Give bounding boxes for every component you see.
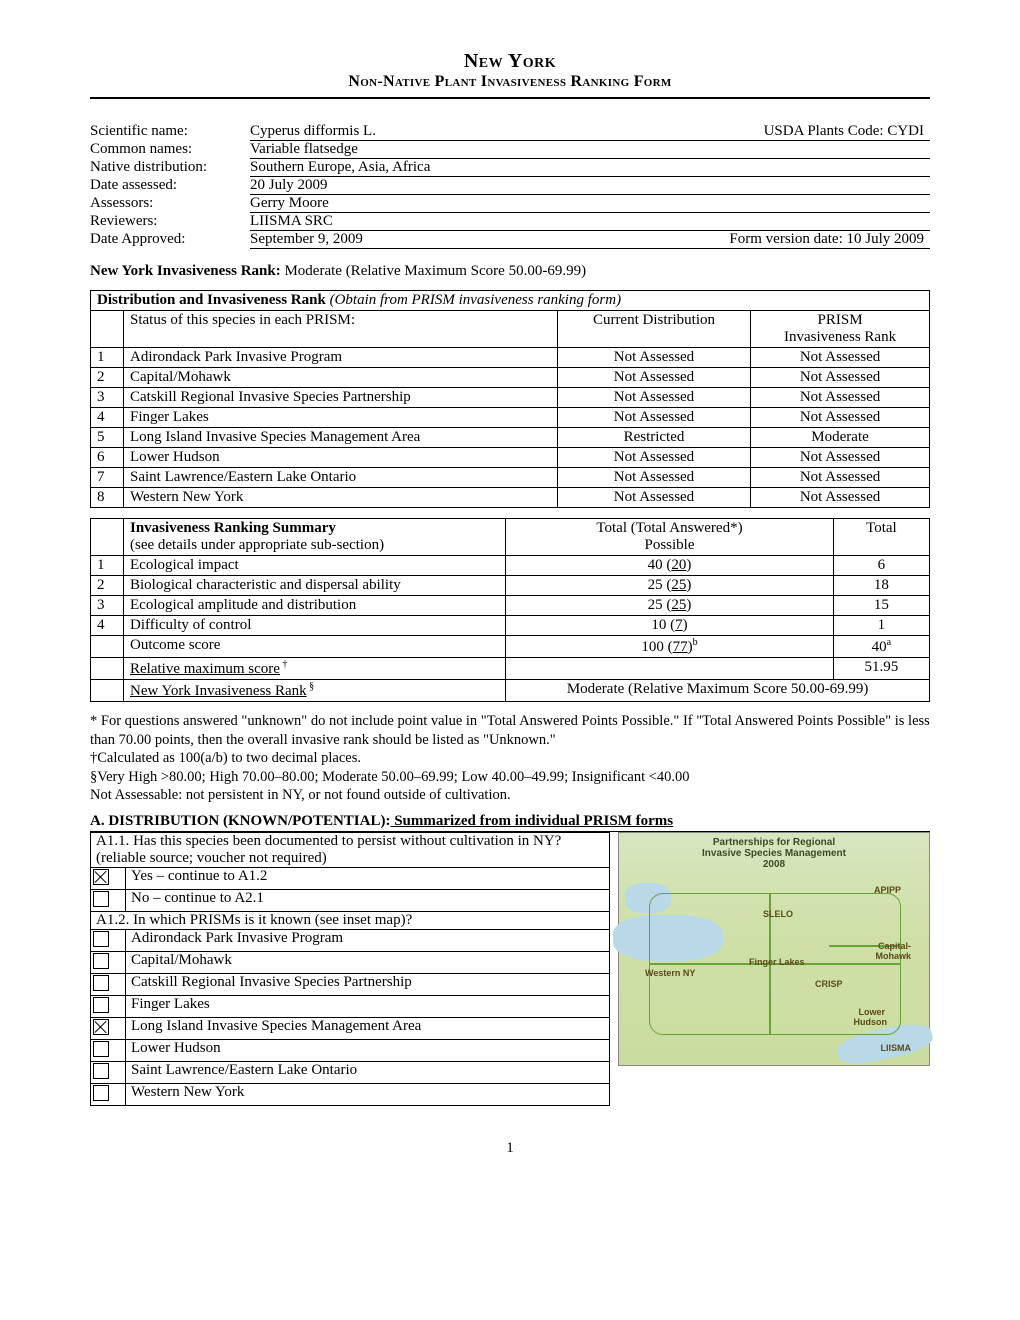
map-label-lower: Lower: [858, 1007, 885, 1017]
table-row: 2Capital/MohawkNot AssessedNot Assessed: [91, 368, 930, 388]
hdr-label: Date Approved:: [90, 231, 250, 249]
table-row: 1Ecological impact40 (20)6: [91, 556, 930, 576]
table1-title: Distribution and Invasiveness Rank: [97, 292, 326, 308]
hdr-label: Native distribution:: [90, 159, 250, 177]
table-row: 4Difficulty of control10 (7)1: [91, 616, 930, 636]
header-block: Scientific name:Cyperus difformis L.USDA…: [90, 123, 930, 249]
table-row: 4Finger LakesNot AssessedNot Assessed: [91, 408, 930, 428]
prism-option: Adirondack Park Invasive Program: [126, 929, 610, 951]
hdr-label: Reviewers:: [90, 213, 250, 231]
page-title-line1: New York: [90, 50, 930, 73]
question-a11-table: A1.1. Has this species been documented t…: [90, 832, 610, 1106]
footnote-line: §Very High >80.00; High 70.00‒80.00; Mod…: [90, 768, 930, 787]
checkbox-icon: [93, 931, 109, 947]
footnote-line: Not Assessable: not persistent in NY, or…: [90, 786, 930, 805]
checkbox-icon: [93, 997, 109, 1013]
map-label-liisma: LIISMA: [881, 1043, 912, 1053]
map-label-mohawk: Mohawk: [875, 951, 911, 961]
hdr-value: Gerry Moore: [250, 195, 930, 213]
map-label-crisp: CRISP: [815, 979, 843, 989]
title-rule: [90, 97, 930, 99]
q-a12-text: A1.2. In which PRISMs is it known (see i…: [91, 911, 610, 929]
map-title: Partnerships for RegionalInvasive Specie…: [619, 837, 929, 870]
q-a11-text: A1.1. Has this species been documented t…: [91, 832, 610, 867]
nyrank-row: New York Invasiveness Rank §Moderate (Re…: [91, 680, 930, 702]
table-row: 1Adirondack Park Invasive ProgramNot Ass…: [91, 348, 930, 368]
hdr-label: Assessors:: [90, 195, 250, 213]
hdr-value: LIISMA SRC: [250, 213, 930, 231]
table-row: 6Lower HudsonNot AssessedNot Assessed: [91, 448, 930, 468]
hdr-label: Common names:: [90, 141, 250, 159]
checkbox-icon: [93, 1041, 109, 1057]
footnotes: * For questions answered "unknown" do no…: [90, 712, 930, 805]
table-row: 7Saint Lawrence/Eastern Lake OntarioNot …: [91, 468, 930, 488]
checkbox-checked-icon: [93, 1019, 109, 1035]
checkbox-icon: [93, 1063, 109, 1079]
table2-subtitle: (see details under appropriate sub-secti…: [130, 537, 384, 553]
checkbox-icon: [93, 975, 109, 991]
footnote-line: * For questions answered "unknown" do no…: [90, 712, 930, 749]
outcome-row: Outcome score100 (77)b40a: [91, 636, 930, 658]
table-row: 2Biological characteristic and dispersal…: [91, 576, 930, 596]
map-label-finger: Finger Lakes: [749, 957, 805, 967]
prism-option: Capital/Mohawk: [126, 951, 610, 973]
opt-no: No – continue to A2.1: [126, 889, 610, 911]
opt-yes: Yes – continue to A1.2: [126, 867, 610, 889]
table-row: 3Catskill Regional Invasive Species Part…: [91, 388, 930, 408]
prism-option: Saint Lawrence/Eastern Lake Ontario: [126, 1061, 610, 1083]
ranking-summary-table: Invasiveness Ranking Summary(see details…: [90, 518, 930, 702]
hdr-value: September 9, 2009Form version date: 10 J…: [250, 231, 930, 249]
section-a-heading: A. DISTRIBUTION (KNOWN/POTENTIAL): Summa…: [90, 813, 930, 832]
map-label-hudson: Hudson: [854, 1017, 888, 1027]
page-number: 1: [90, 1140, 930, 1157]
table2-title: Invasiveness Ranking Summary: [130, 520, 336, 536]
table-row: 3Ecological amplitude and distribution25…: [91, 596, 930, 616]
hdr-value: Variable flatsedge: [250, 141, 930, 159]
distribution-table: Distribution and Invasiveness Rank (Obta…: [90, 290, 930, 508]
col-status: Status of this species in each PRISM:: [124, 311, 558, 348]
hdr-value: 20 July 2009: [250, 177, 930, 195]
col-prism-rank: PRISMInvasiveness Rank: [751, 311, 930, 348]
prism-map: Partnerships for RegionalInvasive Specie…: [618, 832, 930, 1066]
ny-rank-value: Moderate (Relative Maximum Score 50.00-6…: [281, 263, 586, 279]
prism-option: Western New York: [126, 1083, 610, 1105]
prism-option: Long Island Invasive Species Management …: [126, 1017, 610, 1039]
col-current-dist: Current Distribution: [557, 311, 750, 348]
map-label-capital: Capital-: [878, 941, 911, 951]
page-title-line2: Non-Native Plant Invasiveness Ranking Fo…: [90, 73, 930, 91]
map-label-western: Western NY: [645, 968, 695, 978]
footnote-line: †Calculated as 100(a/b) to two decimal p…: [90, 749, 930, 768]
checkbox-icon: [93, 1085, 109, 1101]
table-row: 8Western New YorkNot AssessedNot Assesse…: [91, 488, 930, 508]
hdr-label: Scientific name:: [90, 123, 250, 141]
relmax-row: Relative maximum score †51.95: [91, 658, 930, 680]
checkbox-no-icon: [93, 891, 109, 907]
checkbox-yes-checked-icon: [93, 869, 109, 885]
prism-option: Finger Lakes: [126, 995, 610, 1017]
map-label-apipp: APIPP: [874, 885, 901, 895]
ny-rank-label: New York Invasiveness Rank:: [90, 263, 281, 279]
hdr-label: Date assessed:: [90, 177, 250, 195]
prism-option: Lower Hudson: [126, 1039, 610, 1061]
col-total-possible: Total (Total Answered*)Possible: [506, 519, 834, 556]
map-label-slelo: SLELO: [763, 909, 793, 919]
checkbox-icon: [93, 953, 109, 969]
table-row: 5Long Island Invasive Species Management…: [91, 428, 930, 448]
table1-subtitle: (Obtain from PRISM invasiveness ranking …: [326, 292, 621, 308]
prism-option: Catskill Regional Invasive Species Partn…: [126, 973, 610, 995]
hdr-value: Southern Europe, Asia, Africa: [250, 159, 930, 177]
hdr-value: Cyperus difformis L.USDA Plants Code: CY…: [250, 123, 930, 141]
ny-rank-line: New York Invasiveness Rank: Moderate (Re…: [90, 263, 930, 280]
col-total: Total: [833, 519, 929, 556]
